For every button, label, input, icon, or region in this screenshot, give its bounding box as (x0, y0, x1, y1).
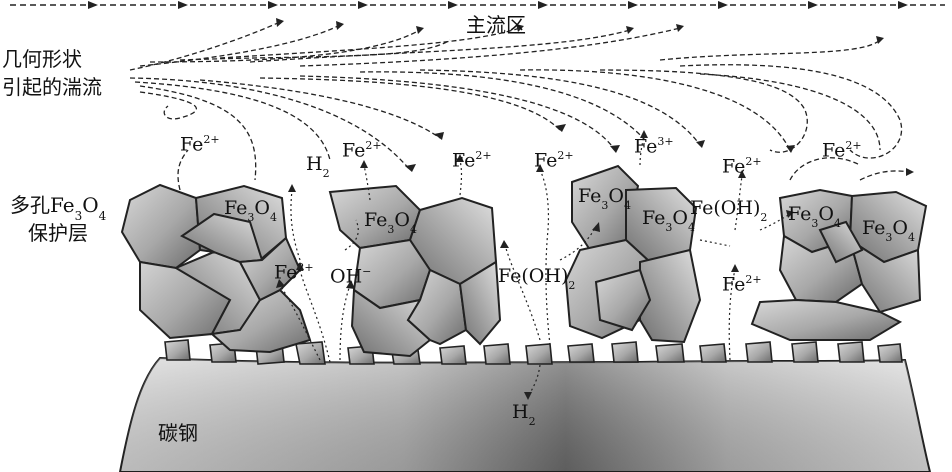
fe3o4-label: Fe3O4 (862, 217, 915, 244)
fe2-ion-label: Fe2+ (534, 149, 574, 172)
fe3o4-cluster-2 (328, 184, 502, 358)
main-flow-arrows (10, 1, 945, 9)
fe3o4-label: Fe3O4 (788, 203, 841, 230)
hydroxide-label: OH− (330, 265, 372, 288)
fe2-ion-label: Fe2+ (452, 149, 492, 172)
turbulence-curves (129, 18, 914, 191)
fe3o4-cluster-4 (750, 188, 928, 341)
porous-layer-label-line1: 多孔Fe3O4 (10, 193, 107, 223)
fe3o4-label: Fe3O4 (224, 197, 277, 224)
fe2-ion-label: Fe2+ (722, 273, 762, 296)
iron-hydroxide-label: Fe(OH)2 (498, 265, 576, 292)
fe2-ion-label: Fe2+ (180, 133, 220, 156)
h2-label: H2 (512, 401, 536, 428)
fe3o4-cluster-3 (564, 164, 702, 344)
iron-hydroxide-label: Fe(OH)2 (690, 197, 768, 224)
fe2-ion-label: Fe2+ (274, 261, 314, 284)
fe3-ion-label: Fe3+ (634, 135, 674, 158)
fe3o4-label: Fe3O4 (642, 207, 695, 234)
carbon-steel-label: 碳钢 (158, 421, 198, 445)
fe3o4-cluster-1 (120, 183, 312, 354)
fe3o4-label: Fe3O4 (578, 185, 631, 212)
fe2-ion-label: Fe2+ (722, 155, 762, 178)
fe3o4-label: Fe3O4 (364, 209, 417, 236)
turbulence-label-line2: 引起的湍流 (2, 75, 102, 99)
fe2-ion-label: Fe2+ (822, 139, 862, 162)
diffusion-paths (276, 130, 794, 400)
fe2-ion-label: Fe2+ (342, 139, 382, 162)
main-flow-label: 主流区 (466, 13, 526, 37)
porous-layer-label-line2: 保护层 (28, 221, 88, 245)
turbulence-label-line1: 几何形状 (2, 47, 82, 71)
h2-label: H2 (306, 153, 330, 180)
